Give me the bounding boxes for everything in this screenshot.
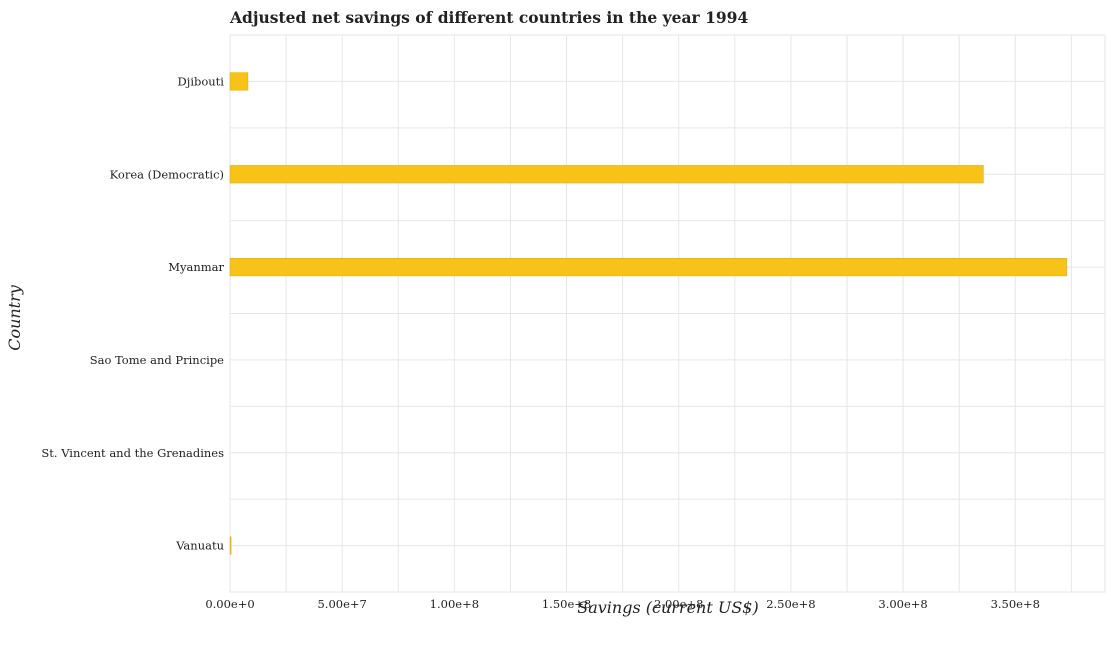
y-tick-label: Sao Tome and Principe xyxy=(90,353,224,367)
y-tick-label: Djibouti xyxy=(178,74,225,88)
x-tick-label: 2.50e+8 xyxy=(766,597,815,611)
bar-djibouti xyxy=(229,72,249,91)
y-axis-tick-labels: Djibouti Korea (Democratic) Myanmar Sao Tom… xyxy=(41,74,224,552)
y-tick-label: St. Vincent and the Grenadines xyxy=(41,446,224,460)
y-tick-label: Myanmar xyxy=(168,260,224,274)
x-tick-label: 2.00e+8 xyxy=(654,597,703,611)
y-tick-label: Korea (Democratic) xyxy=(110,167,224,181)
x-tick-label: 1.00e+8 xyxy=(430,597,479,611)
x-tick-label: 3.50e+8 xyxy=(991,597,1040,611)
grid xyxy=(229,34,1106,593)
bar-myanmar xyxy=(229,258,1068,277)
chart-title: Adjusted net savings of different countr… xyxy=(229,8,748,27)
y-axis-label: Country xyxy=(5,284,24,351)
bar-vanuatu xyxy=(229,536,232,555)
y-tick-label: Vanuatu xyxy=(175,539,224,553)
x-tick-label: 0.00e+0 xyxy=(205,597,254,611)
x-tick-label: 3.00e+8 xyxy=(878,597,927,611)
x-tick-label: 1.50e+8 xyxy=(542,597,591,611)
x-axis-label: Savings (current US$) xyxy=(577,598,758,617)
bar-korea-democratic xyxy=(229,165,984,184)
x-tick-label: 5.00e+7 xyxy=(317,597,366,611)
bars xyxy=(229,72,1068,555)
x-axis-tick-labels: 0.00e+0 5.00e+7 1.00e+8 1.50e+8 2.00e+8 2.50e… xyxy=(205,597,1040,611)
